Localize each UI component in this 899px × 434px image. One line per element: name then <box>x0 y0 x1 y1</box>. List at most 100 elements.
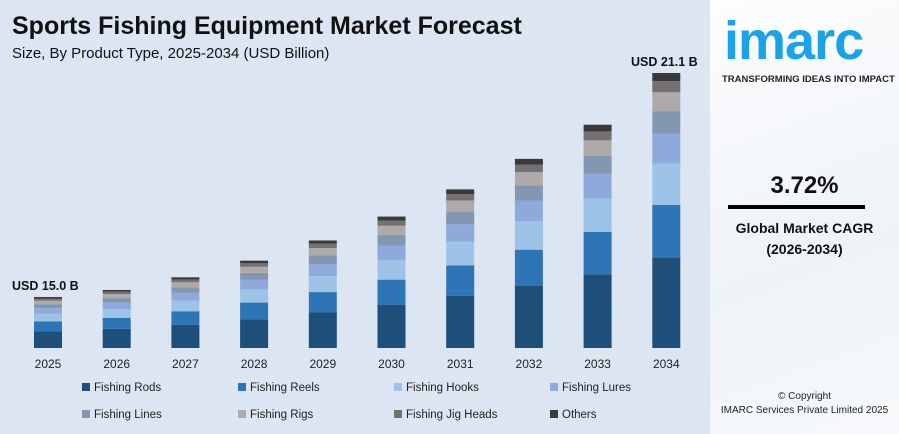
bar-segment-2025-2 <box>34 313 62 322</box>
bar-segment-2025-1 <box>34 321 62 332</box>
info-panel: imarc TRANSFORMING IDEAS INTO IMPACT 3.7… <box>710 0 899 434</box>
x-tick-label: 2034 <box>653 357 680 371</box>
bar-segment-2034-1 <box>652 205 681 258</box>
legend-label: Fishing Jig Heads <box>406 409 498 421</box>
bar-segment-2027-7 <box>171 277 200 280</box>
bar-segment-2031-5 <box>446 200 475 212</box>
bar-segment-2026-1 <box>102 317 131 329</box>
legend-label: Fishing Reels <box>250 382 320 394</box>
bar-segment-2033-2 <box>583 198 612 232</box>
bar-segment-2030-1 <box>377 279 406 305</box>
bar-segment-2033-7 <box>583 124 612 132</box>
legend-swatch <box>550 410 558 418</box>
bar-segment-2031-1 <box>446 265 475 296</box>
bar-segment-2031-7 <box>446 189 475 195</box>
bar-segment-2030-0 <box>377 304 406 348</box>
cagr-period: (2026-2034) <box>766 241 843 257</box>
copyright-line1: © Copyright <box>778 391 831 402</box>
bar-segment-2027-1 <box>171 311 200 325</box>
bar-segment-2028-2 <box>240 289 269 303</box>
copyright-line2: IMARC Services Private Limited 2025 <box>720 405 889 416</box>
bar-segment-2030-5 <box>377 225 406 235</box>
bar-segment-2033-6 <box>583 131 612 141</box>
cagr-value: 3.72% <box>770 172 839 199</box>
bar-segment-2027-5 <box>171 282 200 288</box>
legend-swatch <box>82 383 90 391</box>
bar-segment-2028-7 <box>240 260 269 264</box>
tagline: TRANSFORMING IDEAS INTO IMPACT <box>722 74 895 85</box>
bar-segment-2025-3 <box>34 308 62 314</box>
legend-label: Fishing Lures <box>562 382 631 394</box>
divider <box>728 205 865 209</box>
bar-segment-2032-7 <box>514 158 543 165</box>
bar-segment-2026-6 <box>102 291 131 295</box>
bar-segment-2033-1 <box>583 231 612 275</box>
x-tick-label: 2026 <box>103 357 130 371</box>
legend-label: Fishing Rods <box>94 382 161 394</box>
bar-segment-2028-1 <box>240 302 269 320</box>
x-tick-label: 2033 <box>584 357 611 371</box>
bar-segment-2025-7 <box>34 297 62 299</box>
bar-segment-2027-3 <box>171 292 200 301</box>
x-tick-label: 2029 <box>309 357 336 371</box>
legend-swatch <box>550 383 558 391</box>
x-tick-label: 2032 <box>516 357 543 371</box>
bar-segment-2032-1 <box>514 249 543 286</box>
legend-label: Fishing Hooks <box>406 382 479 394</box>
bar-segment-2030-7 <box>377 216 406 221</box>
legend-swatch <box>238 383 246 391</box>
bar-segment-2026-0 <box>102 328 131 348</box>
bar-segment-2033-4 <box>583 155 612 174</box>
bar-segment-2029-6 <box>308 243 337 249</box>
bar-segment-2033-5 <box>583 140 612 156</box>
legend-label: Others <box>562 409 597 421</box>
bar-segment-2033-3 <box>583 173 612 199</box>
chart-title: Sports Fishing Equipment Market Forecast <box>12 12 522 40</box>
bar-segment-2030-2 <box>377 259 406 280</box>
bar-segment-2030-4 <box>377 234 406 246</box>
bar-segment-2029-7 <box>308 240 337 244</box>
bar-segment-2026-4 <box>102 298 131 303</box>
legend-label: Fishing Lines <box>94 409 162 421</box>
bar-segment-2033-0 <box>583 274 612 348</box>
x-tick-label: 2025 <box>35 357 62 371</box>
bar-segment-2030-3 <box>377 245 406 260</box>
chart-panel: Sports Fishing Equipment Market Forecast… <box>0 0 710 434</box>
imarc-logo: imarc <box>724 11 864 71</box>
x-tick-label: 2027 <box>172 357 199 371</box>
annotation-start: USD 15.0 B <box>12 279 79 293</box>
bar-segment-2032-6 <box>514 164 543 173</box>
bar-segment-2029-0 <box>308 312 337 348</box>
chart-subtitle: Size, By Product Type, 2025-2034 (USD Bi… <box>12 45 330 62</box>
bar-segment-2027-4 <box>171 287 200 293</box>
bar-segment-2025-5 <box>34 300 62 305</box>
bar-segment-2026-3 <box>102 302 131 310</box>
bar-segment-2025-6 <box>34 298 62 301</box>
stacked-bar-chart: 2025 2026 2027 2028 2029 2030 2031 2032 2033 2034… <box>12 55 698 421</box>
bar-segment-2028-3 <box>240 279 269 290</box>
bar-segment-2029-5 <box>308 248 337 256</box>
bar-segment-2027-2 <box>171 300 200 312</box>
legend-swatch <box>238 410 246 418</box>
bar-segment-2034-4 <box>652 111 681 134</box>
bar-segment-2034-6 <box>652 81 681 93</box>
bar-segment-2026-7 <box>102 289 131 292</box>
annotation-end: USD 21.1 B <box>631 55 698 69</box>
x-tick-label: 2028 <box>241 357 268 371</box>
bar-segment-2029-4 <box>308 255 337 265</box>
bar-segment-2034-7 <box>652 73 681 82</box>
x-tick-label: 2030 <box>378 357 405 371</box>
bar-segment-2032-3 <box>514 200 543 222</box>
bar-segment-2034-0 <box>652 257 681 348</box>
legend-label: Fishing Rigs <box>250 409 314 421</box>
bar-segment-2026-2 <box>102 309 131 318</box>
bar-segment-2028-4 <box>240 272 269 280</box>
bar-segment-2028-0 <box>240 319 269 348</box>
bar-segment-2028-6 <box>240 263 269 267</box>
bar-segment-2029-3 <box>308 264 337 276</box>
bar-segment-2034-3 <box>652 133 681 164</box>
bar-segment-2027-6 <box>171 279 200 283</box>
bar-segment-2028-5 <box>240 266 269 273</box>
bar-segment-2031-4 <box>446 211 475 225</box>
bar-segment-2027-0 <box>171 324 200 348</box>
